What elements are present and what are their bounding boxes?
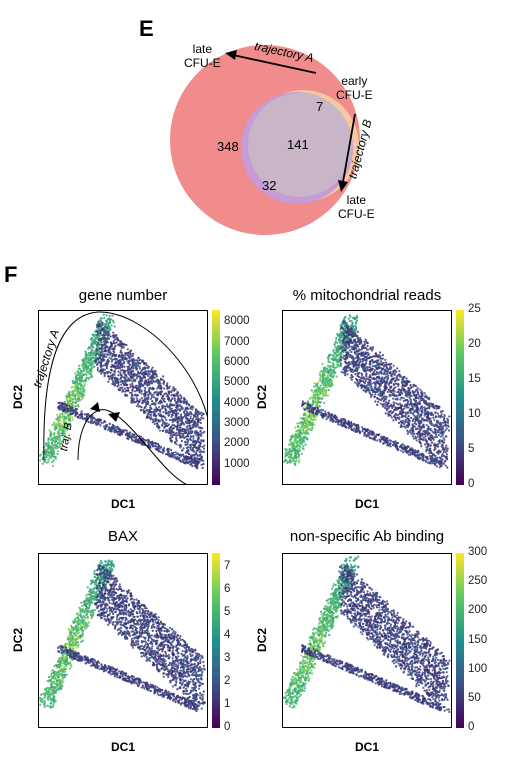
y-axis-label: DC2	[255, 627, 270, 652]
venn-overlap	[248, 93, 352, 197]
colorbar-tick-label: 4	[224, 628, 231, 641]
colorbar-tick-label: 2000	[224, 437, 250, 450]
colorbar-tick-label: 0	[468, 478, 475, 490]
y-axis-label: DC2	[255, 384, 270, 409]
plot-frame	[38, 310, 208, 485]
colorbar-tick-label: 3000	[224, 416, 250, 429]
y-axis-label: DC2	[11, 384, 26, 409]
scatter-plot	[282, 310, 452, 485]
x-axis-label: DC1	[354, 740, 379, 754]
x-axis-label: DC1	[354, 497, 379, 511]
colorbar-tick-label: 200	[468, 604, 488, 617]
colorbar-tick-label: 2	[224, 674, 231, 687]
scatter-plot	[282, 553, 452, 728]
colorbar-tick-label: 0	[468, 721, 475, 733]
colorbar-tick-label: 5	[468, 443, 475, 455]
traj-b-arrowhead-2	[90, 402, 100, 412]
colorbar-tick-label: 100	[468, 662, 488, 675]
colorbar-gradient	[456, 553, 464, 728]
colorbar	[212, 553, 220, 728]
colorbar-tick-label: 1	[224, 697, 231, 710]
plot-title: non-specific Ab binding	[289, 528, 445, 545]
trajectory-outline	[43, 311, 208, 485]
x-axis-label: DC1	[110, 740, 135, 754]
plot-title: % mitochondrial reads	[292, 287, 442, 304]
colorbar-tick-label: 25	[468, 303, 481, 315]
cell-points	[38, 559, 206, 713]
count-late-b-only: 32	[262, 178, 277, 193]
count-early-only: 7	[316, 99, 324, 114]
colorbar-tick-label: 150	[468, 633, 488, 646]
y-axis-label: DC2	[11, 627, 26, 652]
colorbar-tick-label: 50	[468, 691, 481, 704]
count-overlap: 141	[287, 137, 309, 152]
cell-points	[282, 314, 451, 469]
colorbar-tick-label: 15	[468, 373, 481, 385]
panel-letter-e: E	[139, 16, 154, 41]
colorbar-tick-label: 1000	[224, 457, 250, 470]
colorbar-gradient	[212, 553, 220, 728]
trajectory-b-arrow	[342, 113, 356, 183]
cell-points	[282, 555, 451, 714]
colorbar-tick-label: 3	[224, 651, 231, 664]
x-axis-label: DC1	[110, 497, 135, 511]
colorbar-tick-label: 0	[224, 721, 231, 733]
colorbar-gradient	[212, 310, 220, 485]
colorbar	[456, 553, 464, 728]
colorbar-tick-label: 5000	[224, 376, 250, 389]
colorbar-tick-label: 300	[468, 546, 488, 558]
colorbar	[212, 310, 220, 485]
colorbar-tick-label: 20	[468, 338, 481, 350]
venn-diagram	[170, 45, 360, 235]
cell-points	[38, 313, 206, 470]
label-late-cfue-b: late CFU-E	[338, 193, 375, 221]
colorbar-tick-label: 5	[224, 605, 231, 618]
plot-title: gene number	[78, 287, 168, 304]
label-early-cfue: early CFU-E	[336, 74, 373, 102]
colorbar-gradient	[456, 310, 464, 485]
trajectory-a-arrowhead	[225, 50, 237, 60]
traj-b-arrowhead	[108, 412, 120, 422]
colorbar-tick-label: 10	[468, 408, 481, 420]
colorbar-tick-label: 250	[468, 575, 488, 588]
colorbar-tick-label: 4000	[224, 396, 250, 409]
colorbar-tick-label: 7000	[224, 335, 250, 348]
colorbar-tick-label: 7	[224, 559, 231, 572]
trajectory-a-arrow	[232, 54, 317, 74]
scatter-plot	[38, 310, 208, 485]
colorbar-tick-label: 6	[224, 582, 231, 595]
scatter-plot	[38, 553, 208, 728]
colorbar-tick-label: 8000	[224, 315, 250, 328]
colorbar-tick-label: 6000	[224, 355, 250, 368]
count-late-a-only: 348	[217, 139, 239, 154]
trajectory-b-arrowhead	[338, 180, 348, 192]
label-late-cfue-a: late CFU-E	[184, 42, 221, 70]
plot-title: BAX	[107, 528, 138, 545]
panel-letter-f: F	[4, 262, 18, 287]
colorbar	[456, 310, 464, 485]
